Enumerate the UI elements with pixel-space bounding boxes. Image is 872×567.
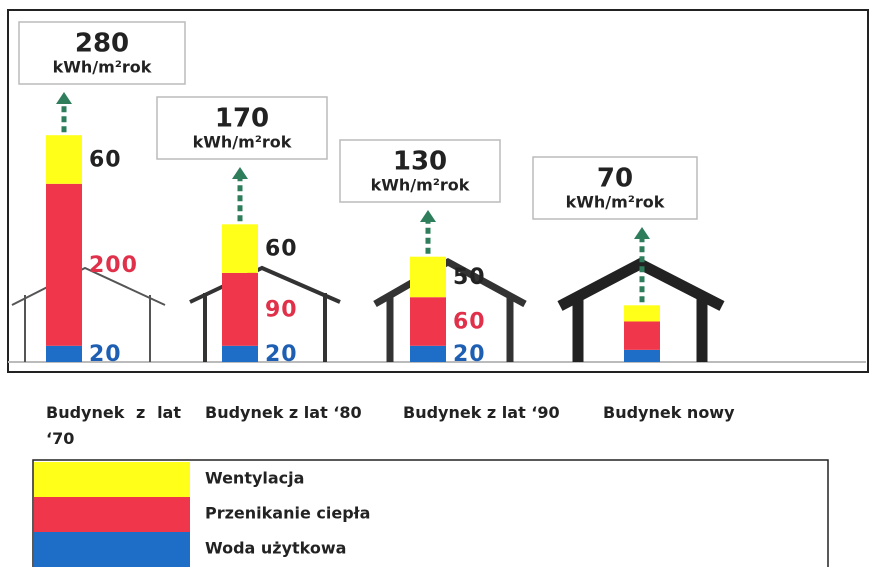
bar-segment [46, 183, 82, 346]
legend-swatch [34, 462, 190, 497]
total-value: 280 [75, 29, 129, 59]
house-roof [557, 257, 725, 311]
total-box [156, 96, 328, 160]
bar-segment [410, 345, 446, 362]
bar-segment [624, 321, 660, 350]
total-box [339, 139, 501, 203]
total-value: 170 [215, 104, 269, 134]
category-label: Budynek z lat ‘90 [403, 403, 560, 422]
bar-segment [222, 345, 258, 362]
house-walls [203, 293, 327, 362]
chart-frame [7, 9, 869, 373]
bar-segment [46, 135, 82, 184]
data-label: 20 [89, 342, 122, 367]
house-roof [11, 266, 166, 306]
bar-segment [410, 297, 446, 346]
category-label: Budynek nowy [603, 403, 735, 422]
total-unit: kWh/m²rok [371, 176, 470, 195]
bar-segment [624, 349, 660, 362]
arrow-head [232, 167, 248, 179]
data-label: 20 [453, 342, 486, 367]
data-label: 50 [453, 265, 486, 290]
house-walls [386, 295, 514, 362]
arrow-head [634, 227, 650, 239]
data-label: 60 [89, 148, 122, 173]
total-unit: kWh/m²rok [193, 133, 292, 152]
house-walls [572, 294, 708, 362]
house-roof [373, 257, 527, 308]
bar-segment [410, 256, 446, 298]
legend-swatch [34, 497, 190, 532]
data-label: 60 [265, 237, 298, 262]
total-unit: kWh/m²rok [566, 193, 665, 212]
arrow-head [56, 92, 72, 104]
houses [11, 257, 725, 362]
house-walls [24, 295, 151, 362]
bar-segment [222, 272, 258, 346]
total-value: 130 [393, 147, 447, 177]
total-unit: kWh/m²rok [53, 58, 152, 77]
legend-label: Woda użytkowa [205, 539, 346, 558]
legend-frame [32, 459, 829, 567]
total-box [18, 21, 186, 85]
bar-segment [222, 224, 258, 273]
bar-segment [46, 345, 82, 362]
total-box [532, 156, 698, 220]
legend-label: Przenikanie ciepła [205, 504, 370, 523]
category-label: Budynek z lat ‘70 [46, 403, 181, 448]
house-roof [189, 265, 341, 304]
category-label: Budynek z lat ‘80 [205, 403, 362, 422]
data-label: 60 [453, 310, 486, 335]
total-value: 70 [597, 164, 633, 194]
data-label: 20 [265, 342, 298, 367]
data-label: 200 [89, 253, 138, 278]
bar-segment [624, 305, 660, 322]
legend-label: Wentylacja [205, 469, 304, 488]
arrow-head [420, 210, 436, 222]
legend-swatch [34, 532, 190, 567]
data-label: 90 [265, 297, 298, 322]
